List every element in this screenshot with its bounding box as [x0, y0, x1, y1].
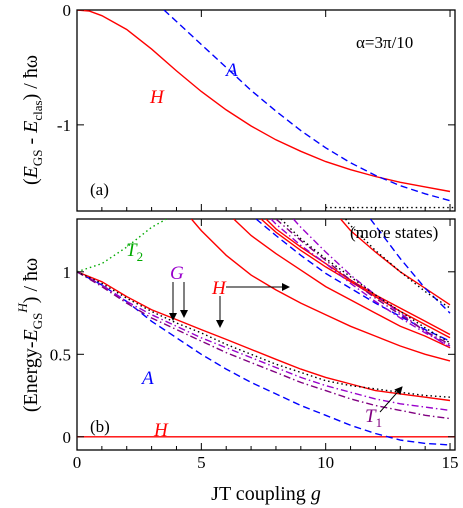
panel-b-series-unlabeled-6	[77, 271, 451, 398]
panel-b-series-H-9	[260, 219, 451, 339]
panel-b-series-G-15	[292, 219, 451, 349]
x-axis-title: JT coupling g	[211, 483, 321, 505]
panel-b-series-T1-16	[275, 219, 451, 346]
axis-ticks: 0 -1 0 5 10 15 0 0.5 1	[50, 1, 459, 472]
panel-b-label-A: A	[140, 368, 154, 389]
panel-a-label-A: A	[224, 60, 238, 81]
panel-b-label-H-zero: H	[153, 420, 169, 441]
panel-a-series-A-1	[163, 10, 451, 202]
panel-b-label-T1: T1	[365, 406, 382, 430]
panel-b-tag: (b)	[90, 417, 110, 436]
panel-b-series-H-10	[265, 219, 451, 336]
alpha-label: α=3π/10	[356, 33, 413, 52]
panel-b-label-H-mid: H	[211, 278, 227, 299]
panel-b-series-G-14	[270, 219, 451, 347]
panel-b-series-H-8	[233, 219, 451, 349]
panel-b-label-G: G	[170, 263, 184, 284]
panel-a-curves	[77, 10, 455, 209]
x-tick-label: 0	[73, 453, 82, 472]
x-tick-label: 15	[442, 453, 459, 472]
y-tick-label: 0	[63, 1, 72, 20]
panel-b-series-T2-2	[77, 219, 167, 273]
x-tick-label: 5	[197, 453, 206, 472]
panel-b-series-unlabeled-18	[280, 219, 451, 344]
panel-b-series-G-4	[77, 271, 451, 412]
panel-b-label-T2: T2	[126, 240, 143, 264]
panel-b-series-H-11	[340, 219, 451, 306]
panel-a-frame	[76, 9, 456, 212]
y-tick-label: 0	[63, 428, 72, 447]
panel-b-series-T1-5	[77, 271, 451, 420]
panel-b-curves	[77, 219, 455, 446]
x-tick-label: 10	[317, 453, 334, 472]
y-tick-label: 1	[63, 263, 72, 282]
panel-b-series-unlabeled-17	[345, 219, 451, 309]
panel-b-ylabel: (Energy-EGSH) / ħω	[15, 258, 45, 412]
more-states-note: (more states)	[350, 223, 438, 242]
arrow-T1	[379, 386, 403, 413]
panel-a-tag: (a)	[90, 180, 109, 199]
panel-b-series-H-3	[77, 271, 451, 402]
panel-b-series-A-1	[77, 271, 451, 446]
panel-a-ylabel: (EGS - Eclas) / ħω	[20, 55, 45, 185]
y-tick-label: 0.5	[50, 345, 71, 364]
y-tick-label: -1	[57, 116, 71, 135]
panel-a-label-H: H	[149, 87, 165, 108]
panel-b-series-H-7	[190, 219, 451, 362]
